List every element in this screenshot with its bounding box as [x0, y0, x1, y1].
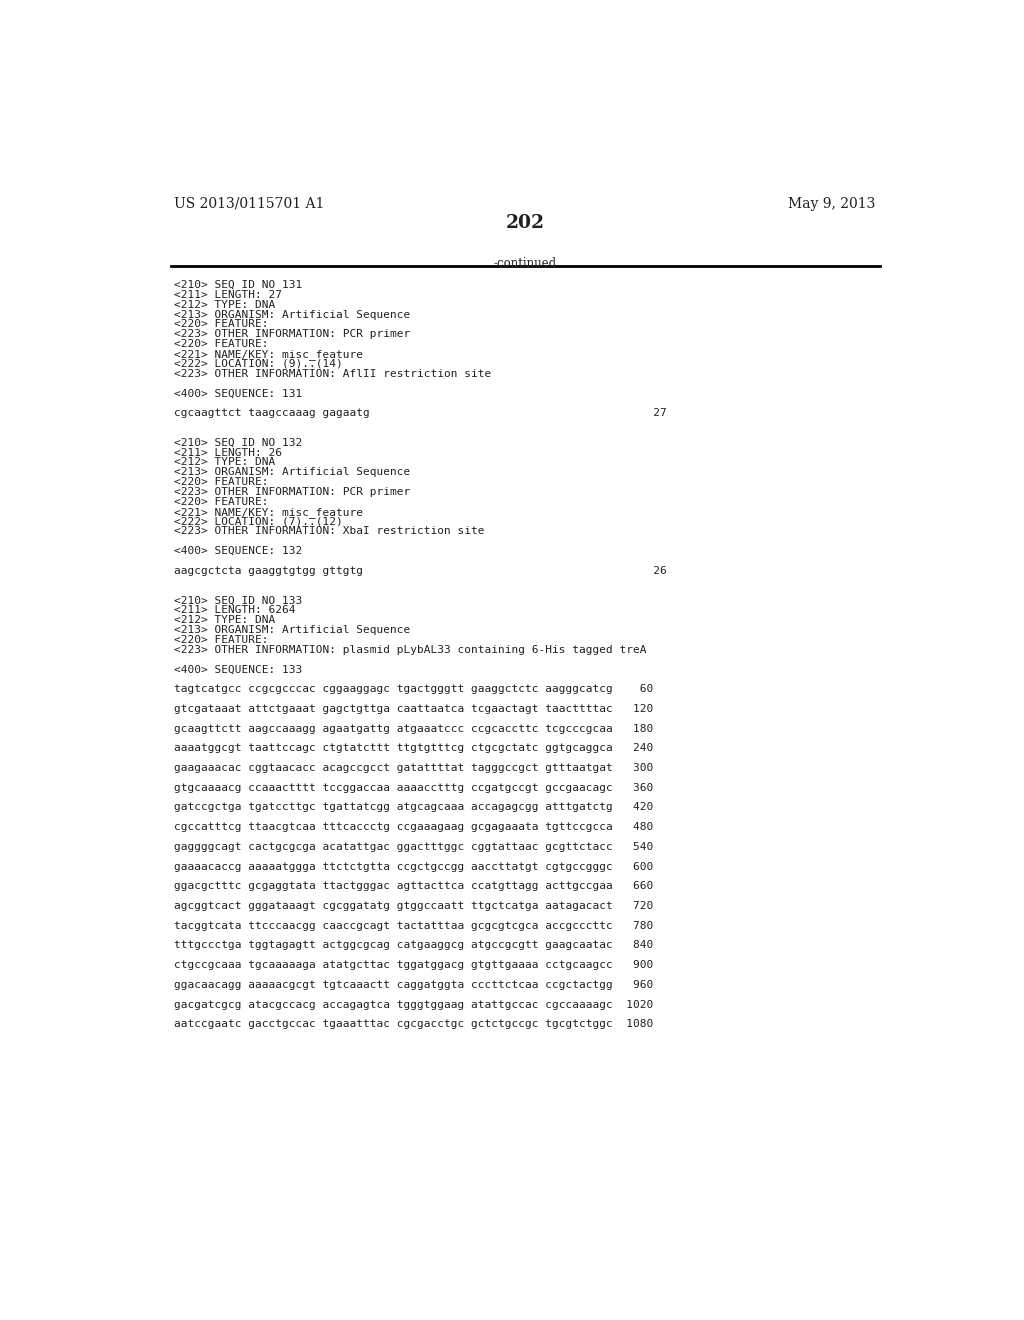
Text: cgccatttcg ttaacgtcaa tttcaccctg ccgaaagaag gcgagaaata tgttccgcca   480: cgccatttcg ttaacgtcaa tttcaccctg ccgaaag… — [174, 822, 653, 832]
Text: ctgccgcaaa tgcaaaaaga atatgcttac tggatggacg gtgttgaaaa cctgcaagcc   900: ctgccgcaaa tgcaaaaaga atatgcttac tggatgg… — [174, 960, 653, 970]
Text: <400> SEQUENCE: 133: <400> SEQUENCE: 133 — [174, 664, 303, 675]
Text: <400> SEQUENCE: 131: <400> SEQUENCE: 131 — [174, 388, 303, 399]
Text: <223> OTHER INFORMATION: plasmid pLybAL33 containing 6-His tagged treA: <223> OTHER INFORMATION: plasmid pLybAL3… — [174, 644, 647, 655]
Text: <223> OTHER INFORMATION: PCR primer: <223> OTHER INFORMATION: PCR primer — [174, 487, 411, 498]
Text: <211> LENGTH: 6264: <211> LENGTH: 6264 — [174, 606, 296, 615]
Text: <211> LENGTH: 27: <211> LENGTH: 27 — [174, 290, 283, 300]
Text: <211> LENGTH: 26: <211> LENGTH: 26 — [174, 447, 283, 458]
Text: <222> LOCATION: (7)..(12): <222> LOCATION: (7)..(12) — [174, 516, 343, 527]
Text: <220> FEATURE:: <220> FEATURE: — [174, 339, 269, 350]
Text: aagcgctcta gaaggtgtgg gttgtg                                           26: aagcgctcta gaaggtgtgg gttgtg 26 — [174, 566, 668, 576]
Text: gatccgctga tgatccttgc tgattatcgg atgcagcaaa accagagcgg atttgatctg   420: gatccgctga tgatccttgc tgattatcgg atgcagc… — [174, 803, 653, 812]
Text: ggacgctttc gcgaggtata ttactgggac agttacttca ccatgttagg acttgccgaa   660: ggacgctttc gcgaggtata ttactgggac agttact… — [174, 882, 653, 891]
Text: <210> SEQ ID NO 132: <210> SEQ ID NO 132 — [174, 438, 303, 447]
Text: ggacaacagg aaaaacgcgt tgtcaaactt caggatggta cccttctcaa ccgctactgg   960: ggacaacagg aaaaacgcgt tgtcaaactt caggatg… — [174, 979, 653, 990]
Text: <223> OTHER INFORMATION: XbaI restriction site: <223> OTHER INFORMATION: XbaI restrictio… — [174, 527, 485, 536]
Text: <220> FEATURE:: <220> FEATURE: — [174, 319, 269, 330]
Text: tacggtcata ttcccaacgg caaccgcagt tactatttaa gcgcgtcgca accgcccttc   780: tacggtcata ttcccaacgg caaccgcagt tactatt… — [174, 920, 653, 931]
Text: 202: 202 — [505, 214, 545, 232]
Text: <220> FEATURE:: <220> FEATURE: — [174, 496, 269, 507]
Text: gtcgataaat attctgaaat gagctgttga caattaatca tcgaactagt taacttttac   120: gtcgataaat attctgaaat gagctgttga caattaa… — [174, 704, 653, 714]
Text: tagtcatgcc ccgcgcccac cggaaggagc tgactgggtt gaaggctctc aagggcatcg    60: tagtcatgcc ccgcgcccac cggaaggagc tgactgg… — [174, 684, 653, 694]
Text: gacgatcgcg atacgccacg accagagtca tgggtggaag atattgccac cgccaaaagc  1020: gacgatcgcg atacgccacg accagagtca tgggtgg… — [174, 999, 653, 1010]
Text: <212> TYPE: DNA: <212> TYPE: DNA — [174, 300, 275, 310]
Text: <222> LOCATION: (9)..(14): <222> LOCATION: (9)..(14) — [174, 359, 343, 368]
Text: <210> SEQ ID NO 133: <210> SEQ ID NO 133 — [174, 595, 303, 606]
Text: <223> OTHER INFORMATION: AflII restriction site: <223> OTHER INFORMATION: AflII restricti… — [174, 368, 492, 379]
Text: <221> NAME/KEY: misc_feature: <221> NAME/KEY: misc_feature — [174, 507, 364, 517]
Text: gaggggcagt cactgcgcga acatattgac ggactttggc cggtattaac gcgttctacc   540: gaggggcagt cactgcgcga acatattgac ggacttt… — [174, 842, 653, 851]
Text: gtgcaaaacg ccaaactttt tccggaccaa aaaacctttg ccgatgccgt gccgaacagc   360: gtgcaaaacg ccaaactttt tccggaccaa aaaacct… — [174, 783, 653, 793]
Text: cgcaagttct taagccaaag gagaatg                                          27: cgcaagttct taagccaaag gagaatg 27 — [174, 408, 668, 418]
Text: <220> FEATURE:: <220> FEATURE: — [174, 635, 269, 645]
Text: gcaagttctt aagccaaagg agaatgattg atgaaatccc ccgcaccttc tcgcccgcaa   180: gcaagttctt aagccaaagg agaatgattg atgaaat… — [174, 723, 653, 734]
Text: agcggtcact gggataaagt cgcggatatg gtggccaatt ttgctcatga aatagacact   720: agcggtcact gggataaagt cgcggatatg gtggcca… — [174, 902, 653, 911]
Text: <221> NAME/KEY: misc_feature: <221> NAME/KEY: misc_feature — [174, 348, 364, 360]
Text: <400> SEQUENCE: 132: <400> SEQUENCE: 132 — [174, 546, 303, 556]
Text: <213> ORGANISM: Artificial Sequence: <213> ORGANISM: Artificial Sequence — [174, 467, 411, 478]
Text: <223> OTHER INFORMATION: PCR primer: <223> OTHER INFORMATION: PCR primer — [174, 329, 411, 339]
Text: <220> FEATURE:: <220> FEATURE: — [174, 477, 269, 487]
Text: gaaaacaccg aaaaatggga ttctctgtta ccgctgccgg aaccttatgt cgtgccgggc   600: gaaaacaccg aaaaatggga ttctctgtta ccgctgc… — [174, 862, 653, 871]
Text: gaagaaacac cggtaacacc acagccgcct gatattttat tagggccgct gtttaatgat   300: gaagaaacac cggtaacacc acagccgcct gatattt… — [174, 763, 653, 774]
Text: aatccgaatc gacctgccac tgaaatttac cgcgacctgc gctctgccgc tgcgtctggc  1080: aatccgaatc gacctgccac tgaaatttac cgcgacc… — [174, 1019, 653, 1030]
Text: US 2013/0115701 A1: US 2013/0115701 A1 — [174, 197, 325, 211]
Text: aaaatggcgt taattccagc ctgtatcttt ttgtgtttcg ctgcgctatc ggtgcaggca   240: aaaatggcgt taattccagc ctgtatcttt ttgtgtt… — [174, 743, 653, 754]
Text: <213> ORGANISM: Artificial Sequence: <213> ORGANISM: Artificial Sequence — [174, 624, 411, 635]
Text: <213> ORGANISM: Artificial Sequence: <213> ORGANISM: Artificial Sequence — [174, 310, 411, 319]
Text: <212> TYPE: DNA: <212> TYPE: DNA — [174, 615, 275, 626]
Text: May 9, 2013: May 9, 2013 — [787, 197, 876, 211]
Text: -continued: -continued — [494, 257, 556, 271]
Text: tttgccctga tggtagagtt actggcgcag catgaaggcg atgccgcgtt gaagcaatac   840: tttgccctga tggtagagtt actggcgcag catgaag… — [174, 940, 653, 950]
Text: <210> SEQ ID NO 131: <210> SEQ ID NO 131 — [174, 280, 303, 290]
Text: <212> TYPE: DNA: <212> TYPE: DNA — [174, 458, 275, 467]
